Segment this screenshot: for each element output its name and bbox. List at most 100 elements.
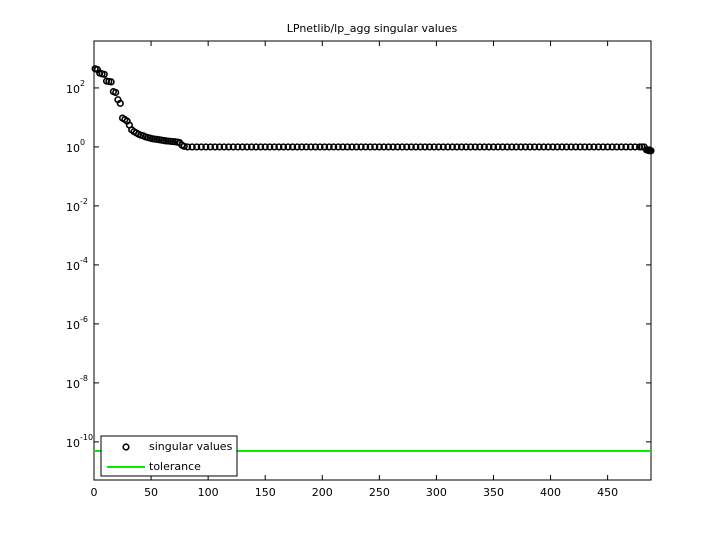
x-tick-label: 0	[91, 486, 98, 499]
data-point	[471, 143, 479, 151]
legend-marker	[122, 443, 130, 451]
data-point	[530, 143, 539, 151]
y-tick-label: 10-4	[66, 255, 88, 273]
data-point	[206, 143, 215, 151]
data-point	[457, 143, 466, 151]
data-point	[188, 143, 196, 151]
data-point	[622, 143, 630, 151]
x-tick-label: 350	[483, 486, 504, 499]
y-tick-base: 10	[66, 83, 80, 96]
data-point	[572, 143, 580, 151]
data-point	[202, 143, 210, 151]
y-tick-base: 10	[66, 201, 80, 214]
data-point	[562, 143, 571, 151]
data-point	[398, 143, 406, 151]
x-tick-label: 300	[426, 486, 447, 499]
data-point	[407, 143, 415, 151]
x-tick-label: 150	[255, 486, 276, 499]
data-point	[581, 143, 589, 151]
data-point	[279, 143, 288, 151]
data-point	[412, 143, 420, 151]
data-point	[339, 143, 347, 151]
data-point	[334, 143, 342, 151]
data-point	[594, 143, 603, 151]
data-point	[330, 143, 338, 151]
data-point	[544, 143, 552, 151]
data-point	[284, 143, 292, 151]
plot-area	[93, 40, 652, 481]
data-point	[238, 143, 246, 151]
data-point	[467, 143, 475, 151]
data-point	[220, 143, 228, 151]
y-tick-label: 100	[66, 137, 85, 155]
data-point	[112, 88, 120, 97]
data-point	[325, 143, 333, 151]
y-tick-exponent: 2	[80, 78, 85, 87]
data-point	[293, 143, 301, 151]
data-point	[608, 143, 616, 151]
data-point	[549, 143, 557, 151]
data-point	[311, 143, 320, 151]
data-point	[553, 143, 562, 151]
data-point	[526, 143, 534, 151]
data-point	[617, 143, 625, 151]
data-point	[635, 143, 644, 151]
data-point	[453, 143, 461, 151]
data-point	[343, 143, 351, 151]
data-point	[389, 143, 397, 151]
data-point	[558, 143, 566, 151]
legend-label: tolerance	[149, 460, 201, 473]
y-tick-label: 10-2	[66, 196, 88, 214]
y-tick-base: 10	[66, 319, 80, 332]
x-tick-label: 200	[312, 486, 333, 499]
data-point	[193, 143, 201, 151]
data-point	[448, 143, 456, 151]
data-point	[375, 143, 383, 151]
data-point	[357, 143, 365, 151]
data-point	[425, 143, 434, 151]
y-tick-label: 10-10	[66, 432, 93, 450]
x-tick-label: 450	[597, 486, 618, 499]
data-point	[252, 143, 260, 151]
data-point	[416, 143, 425, 151]
data-point	[289, 143, 297, 151]
data-point	[403, 143, 411, 151]
data-point	[576, 143, 584, 151]
y-tick-exponent: -10	[80, 432, 93, 441]
y-tick-exponent: -6	[80, 314, 88, 323]
y-tick-exponent: -2	[80, 196, 88, 205]
x-tick-label: 100	[198, 486, 219, 499]
data-point	[107, 78, 115, 86]
data-point	[362, 143, 370, 151]
data-point	[512, 143, 520, 151]
data-point	[517, 143, 525, 151]
y-tick-label: 102	[66, 78, 85, 96]
data-point	[508, 143, 516, 151]
y-tick-exponent: -8	[80, 373, 88, 382]
data-point	[535, 143, 543, 151]
y-tick-exponent: 0	[80, 137, 85, 146]
data-point	[430, 143, 438, 151]
data-point	[494, 143, 502, 151]
data-point	[234, 143, 242, 151]
data-point	[626, 143, 635, 151]
data-point	[585, 143, 593, 151]
x-tick-label: 400	[540, 486, 561, 499]
y-tick-base: 10	[66, 378, 80, 391]
data-point	[116, 99, 124, 107]
data-point	[366, 143, 374, 151]
data-point	[631, 143, 639, 151]
data-point	[503, 143, 511, 151]
data-point	[352, 143, 361, 151]
data-point	[261, 143, 269, 151]
data-point	[270, 143, 278, 151]
data-point	[371, 143, 379, 151]
data-point	[499, 143, 507, 151]
data-point	[298, 143, 306, 151]
data-point	[599, 143, 607, 151]
data-point	[421, 143, 429, 151]
chart-title: LPnetlib/lp_agg singular values	[287, 22, 458, 35]
y-tick-base: 10	[66, 260, 80, 273]
